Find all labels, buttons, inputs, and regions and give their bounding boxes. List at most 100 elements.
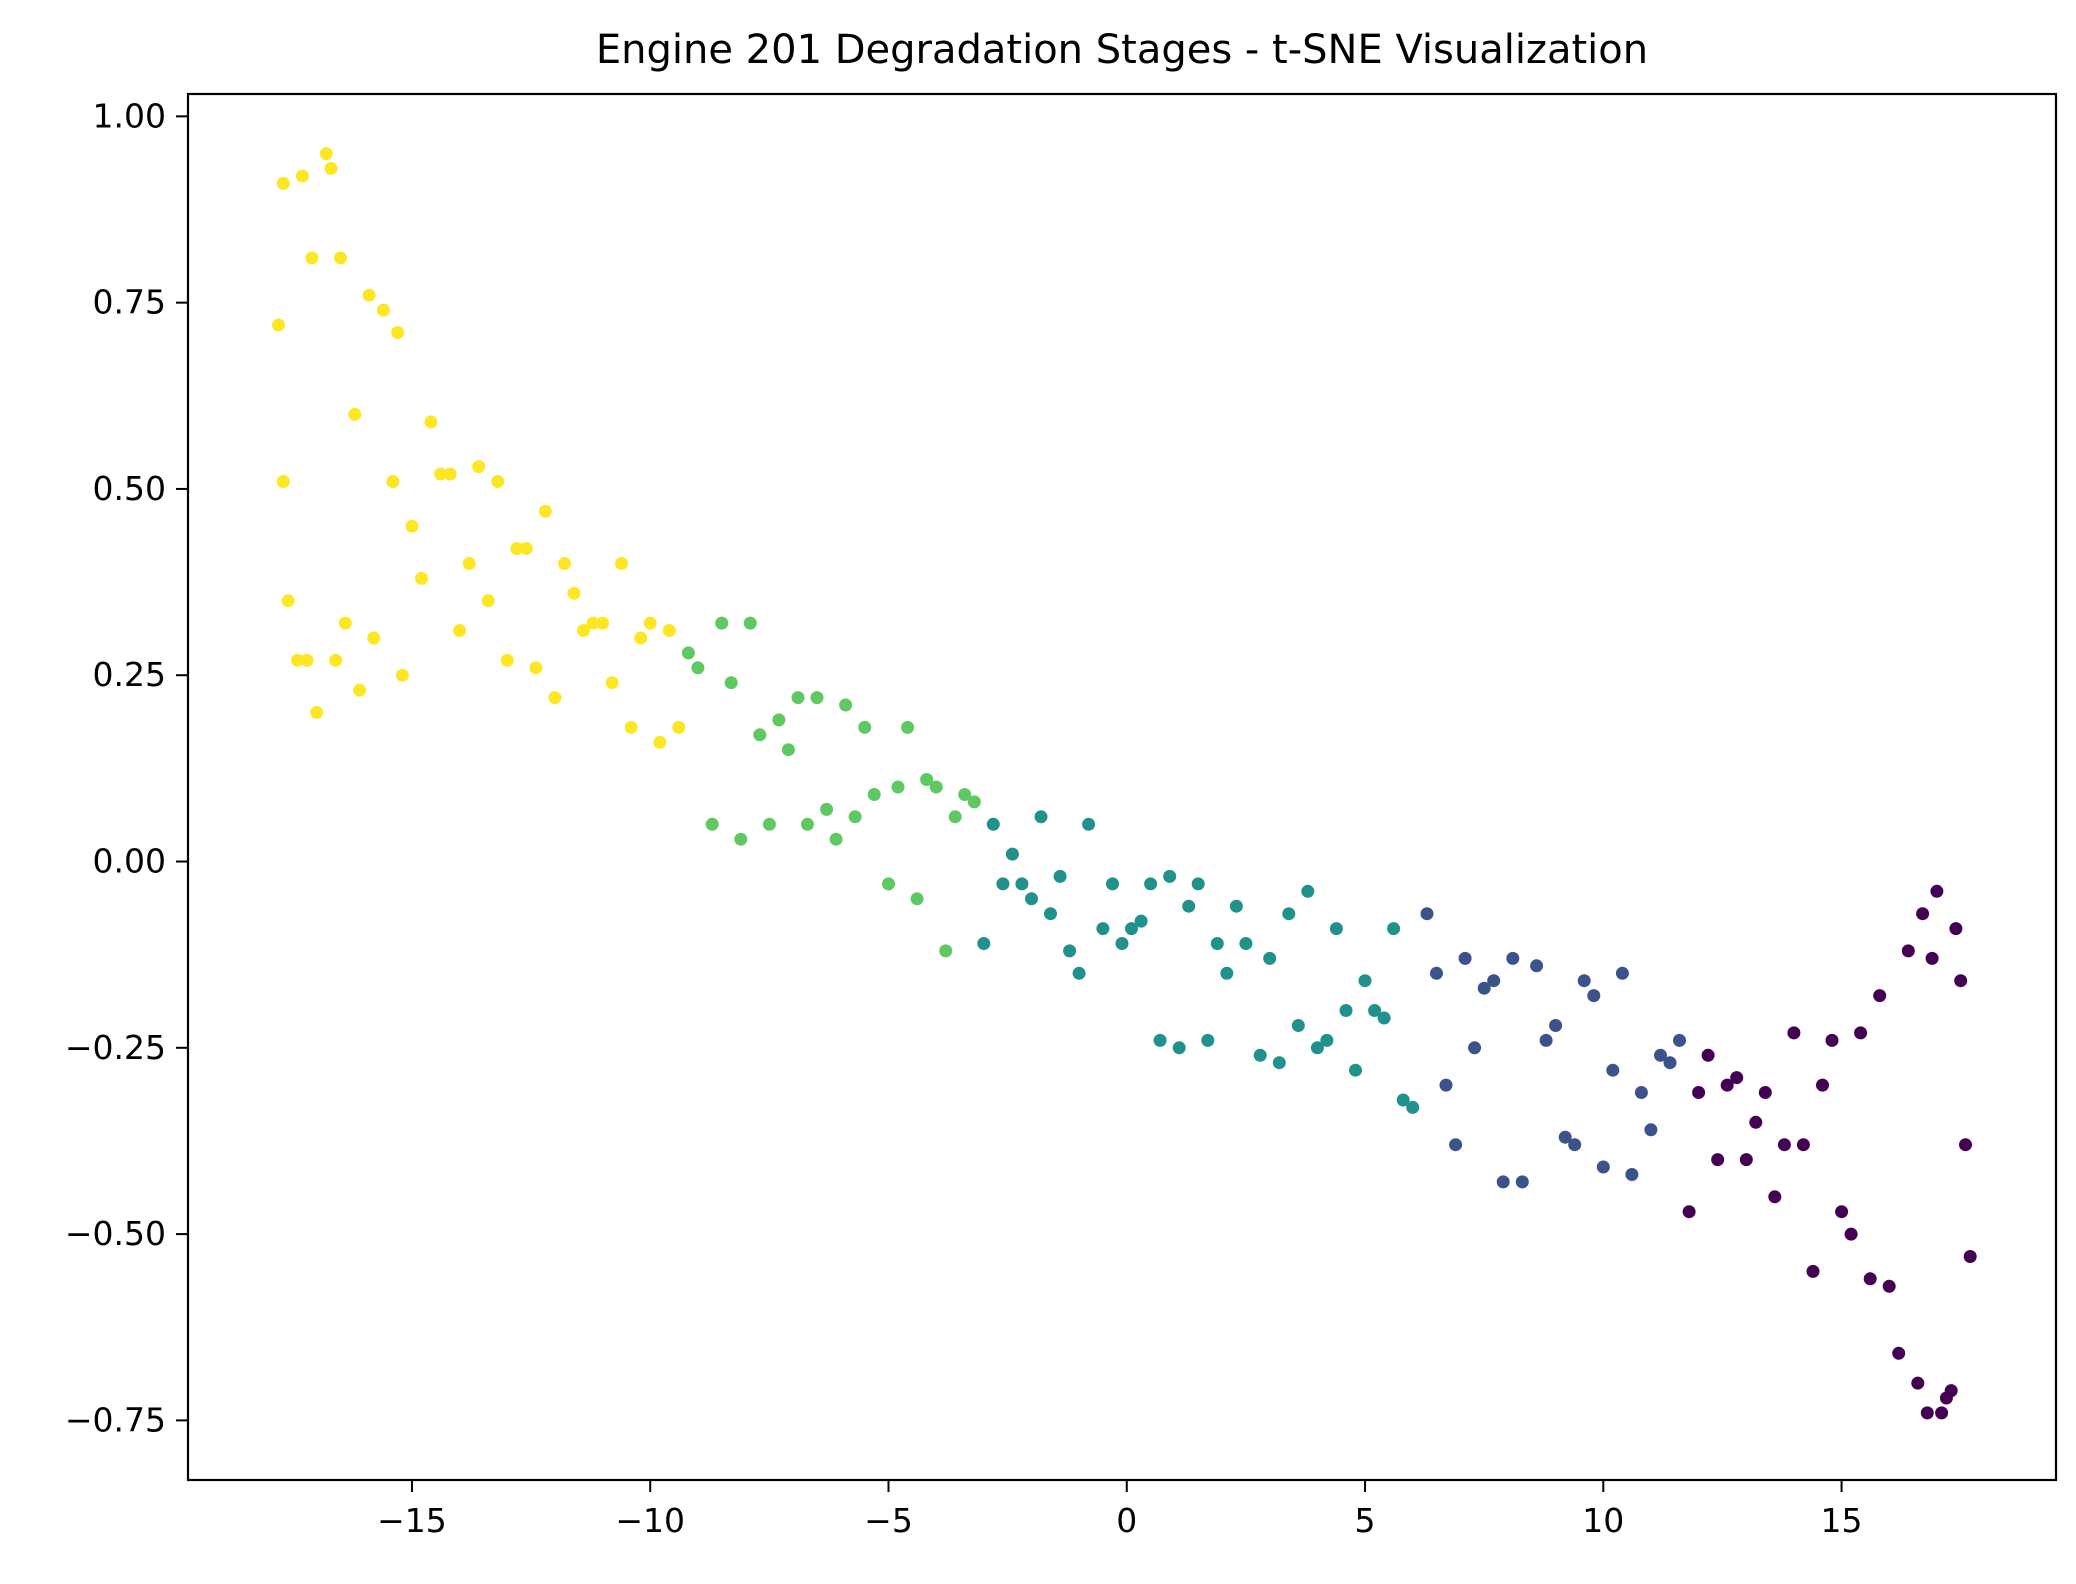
data-point: [1229, 899, 1243, 913]
data-point: [705, 817, 719, 831]
data-point: [281, 594, 295, 608]
data-point: [820, 802, 834, 816]
data-point: [1172, 1041, 1186, 1055]
data-point: [901, 720, 915, 734]
data-point: [272, 318, 285, 332]
data-point: [500, 653, 514, 667]
data-point: [615, 557, 629, 570]
data-point: [1701, 1048, 1715, 1062]
data-point: [1549, 1019, 1563, 1032]
data-point: [1730, 1071, 1744, 1085]
data-point: [715, 616, 729, 630]
data-point: [1606, 1063, 1620, 1077]
data-point: [1663, 1056, 1677, 1070]
data-point: [691, 661, 705, 675]
data-point: [1892, 1346, 1906, 1360]
data-point: [1153, 1033, 1167, 1047]
data-point: [1439, 1078, 1453, 1092]
data-point: [462, 557, 476, 570]
data-point: [1072, 966, 1086, 980]
data-point: [1349, 1063, 1362, 1077]
data-point: [1201, 1033, 1215, 1047]
data-point: [1106, 877, 1119, 891]
x-tick-label: 0: [1116, 1501, 1137, 1540]
data-point: [510, 542, 524, 555]
data-point: [1263, 951, 1277, 965]
data-point: [920, 773, 934, 786]
data-point: [1959, 1138, 1972, 1152]
y-tick-label: 0.00: [93, 842, 166, 881]
data-point: [1005, 847, 1019, 861]
data-point: [310, 706, 324, 719]
data-point: [1644, 1123, 1658, 1137]
data-point: [653, 735, 667, 749]
data-point: [1320, 1033, 1334, 1047]
data-point: [1935, 1406, 1949, 1420]
data-point: [1654, 1048, 1667, 1062]
data-point: [1115, 937, 1129, 950]
data-point: [1301, 884, 1315, 898]
data-point: [415, 571, 428, 585]
data-point: [753, 728, 767, 742]
data-point: [1025, 892, 1038, 906]
data-point: [1596, 1160, 1610, 1174]
data-point: [391, 326, 405, 339]
data-point: [276, 176, 290, 190]
data-point: [324, 162, 338, 175]
data-point: [1796, 1138, 1810, 1152]
data-point: [810, 691, 824, 705]
data-point: [548, 691, 562, 705]
data-point: [1577, 974, 1591, 988]
data-point: [1920, 1406, 1934, 1420]
data-point: [1558, 1130, 1572, 1144]
data-point: [538, 504, 552, 518]
data-point: [996, 877, 1010, 891]
data-point: [405, 519, 419, 533]
data-point: [734, 832, 748, 846]
data-point: [801, 817, 814, 831]
data-point: [295, 169, 309, 183]
data-point: [724, 676, 738, 690]
y-tick-label: −0.25: [65, 1028, 166, 1067]
x-tick-label: −10: [615, 1501, 685, 1540]
data-point: [319, 147, 333, 161]
data-point: [624, 720, 638, 734]
data-point: [634, 631, 648, 645]
data-point: [929, 780, 943, 794]
data-point: [939, 944, 953, 958]
data-point: [367, 631, 381, 645]
data-point: [386, 475, 400, 488]
data-point: [353, 683, 367, 697]
data-point: [453, 624, 467, 637]
data-point: [1634, 1086, 1648, 1099]
data-point: [977, 937, 991, 950]
data-point: [1506, 951, 1520, 965]
data-point: [348, 407, 362, 421]
data-point: [1015, 877, 1029, 891]
data-point: [1882, 1279, 1896, 1293]
data-point: [1768, 1190, 1782, 1204]
data-point: [829, 832, 843, 846]
data-point: [743, 616, 757, 630]
data-point: [1163, 869, 1177, 883]
data-point: [1739, 1153, 1753, 1167]
data-point: [762, 817, 776, 831]
data-point: [443, 467, 457, 481]
data-point: [338, 616, 352, 630]
data-point: [1144, 877, 1158, 891]
data-point: [300, 653, 314, 667]
x-tick-label: 10: [1582, 1501, 1624, 1540]
data-point: [1310, 1041, 1324, 1055]
data-point: [1758, 1086, 1772, 1099]
data-point: [1487, 974, 1501, 988]
data-point: [858, 720, 872, 734]
data-point: [1458, 951, 1472, 965]
data-point: [1816, 1078, 1829, 1092]
chart-title: Engine 201 Degradation Stages - t-SNE Vi…: [596, 27, 1648, 73]
data-point: [1949, 922, 1963, 936]
data-point: [948, 810, 962, 824]
data-point: [1682, 1205, 1696, 1219]
